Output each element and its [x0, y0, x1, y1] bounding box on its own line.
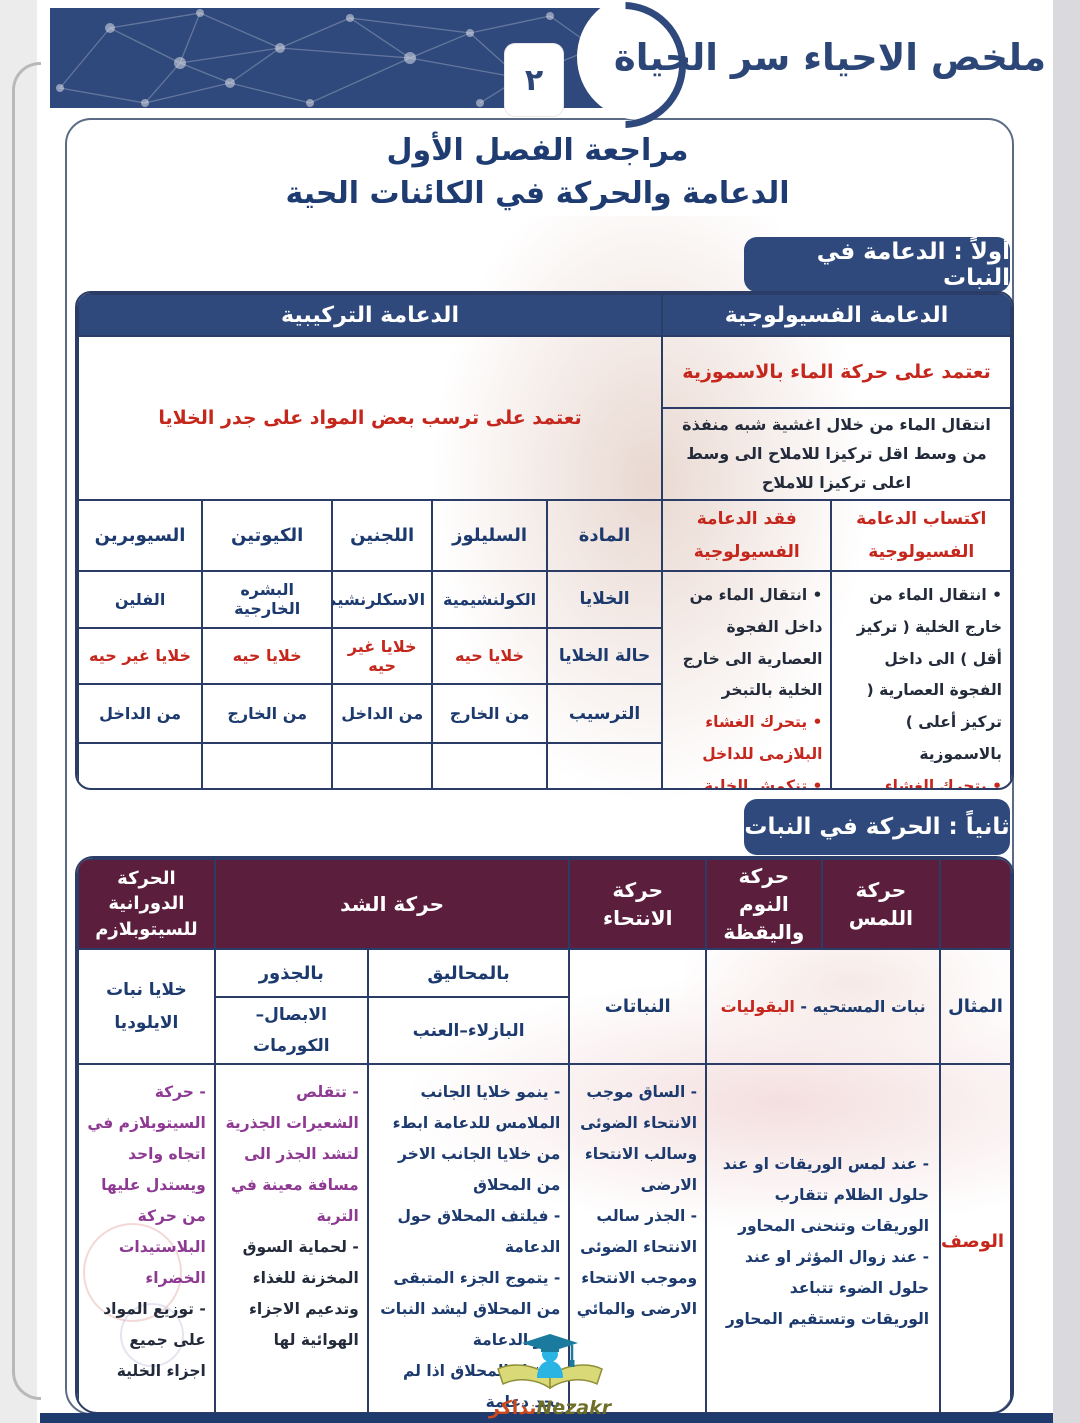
example-rotation: خلايا نبات الايلوديا — [77, 947, 216, 1066]
suberin-permeability: غير منفذ للماء — [77, 742, 204, 788]
suberin-state: خلايا غير حيه — [77, 626, 204, 686]
permeability-label: النفاذية — [546, 742, 664, 788]
loss-points: • انتقال الماء من داخل الفجوة العصارية ا… — [661, 569, 833, 790]
header-sleep-movement: حركة النوم واليقظة — [705, 858, 823, 950]
watermark-text: Nezakrنذاكر — [486, 1398, 614, 1418]
loss-point-1: • انتقال الماء من داخل الفجوة العصارية ا… — [682, 585, 823, 700]
col-structural-support: الدعامة التركيبية — [77, 293, 664, 337]
lignin-permeability: غير منفذ للماء — [331, 742, 434, 788]
review-title: مراجعة الفصل الأول الدعامة والحركة في ال… — [65, 130, 1010, 216]
material-suberin: السيوبرين — [77, 499, 204, 572]
cellulose-state: خلايا حيه — [431, 626, 549, 686]
description-roots: - تتقلص الشعيرات الجذرية لتشد الجذر الى … — [213, 1063, 369, 1412]
row-label-description: الوصف — [939, 1063, 1012, 1412]
cutin-cells: البشره الخارجية — [201, 569, 334, 629]
deposition-label: الترسيب — [546, 683, 664, 745]
gain-points: • انتقال الماء من خارج الخلية ( تركيز أق… — [830, 569, 1012, 790]
section1-banner: أولاً : الدعامة في النبات — [744, 237, 1010, 292]
nezakr-watermark: Nezakrنذاكر — [486, 1332, 614, 1418]
page-number-tab: ٢ — [505, 44, 563, 116]
cutin-deposition: من الخارج — [201, 683, 334, 745]
cutin-permeability: غير منفذ للماء — [201, 742, 334, 788]
subheader-tendrils: بالمحاليق — [366, 948, 571, 998]
graduation-cap-icon — [522, 1334, 578, 1352]
movement-table: حركة اللمس حركة النوم واليقظة حركة الانت… — [75, 856, 1014, 1414]
desc-roots-point-1: - تتقلص الشعيرات الجذرية لتشد الجذر الى … — [225, 1083, 359, 1226]
physio-intro-dark: انتقال الماء من خلال اغشية شبه منفذة من … — [661, 406, 1012, 502]
lignin-state: خلايا غير حيه — [331, 626, 434, 686]
lignin-cells: الاسكلرنشيمية — [331, 569, 434, 629]
gain-title: اكتساب الدعامة الفسيولوجية — [830, 499, 1012, 572]
header-tension-movement: حركة الشد — [213, 858, 571, 950]
cells-label: الخلايا — [546, 569, 664, 629]
description-touch-sleep: - عند لمس الوريقات او عند حلول الظلام تت… — [705, 1063, 942, 1412]
material-cutin: الكيوتين — [201, 499, 334, 572]
header-tropism-movement: حركة الانتحاء — [568, 858, 708, 950]
review-title-line1: مراجعة الفصل الأول — [386, 133, 689, 168]
desc-touch-point-2: - عند زوال المؤثر او عند حلول الضوء تتبا… — [725, 1247, 930, 1328]
example-touch-sleep-red: البقوليات — [720, 997, 795, 1017]
cellulose-cells: الكولنشيمية — [431, 569, 549, 629]
section2-banner: ثانياً : الحركة في النبات — [744, 799, 1010, 855]
desc-tropism-point-2: - الجذر سالب الانتحاء الضوئى وموجب الانت… — [576, 1207, 698, 1319]
structural-intro: تعتمد على ترسب بعض المواد على جدر الخلاي… — [77, 334, 664, 502]
example-touch-sleep-navy: نبات المستحيه - — [800, 997, 926, 1017]
example-roots: الابصال– الكورمات — [213, 995, 369, 1066]
graduate-book-logo-icon — [497, 1334, 603, 1390]
scan-right-margin — [1053, 0, 1080, 1423]
watermark-arabic: نذاكر — [488, 1397, 537, 1419]
loss-title: فقد الدعامة الفسيولوجية — [661, 499, 833, 572]
open-book-icon — [497, 1364, 551, 1390]
desc-rotation-point-1: - حركة السيتوبلازم في اتجاه واحد ويستدل … — [87, 1083, 206, 1288]
gain-point-2: • يتحرك الغشاء البلازمى للخارج — [884, 776, 1002, 790]
cutin-state: خلايا حيه — [201, 626, 334, 686]
example-tendrils: البازلاء–العنب — [366, 995, 571, 1066]
description-rotation: - حركة السيتوبلازم في اتجاه واحد ويستدل … — [77, 1063, 216, 1412]
state-label: حالة الخلايا — [546, 626, 664, 686]
document-title: ملخص الاحياء سر الحياة — [613, 36, 1046, 79]
watermark-latin: Nezakr — [536, 1397, 612, 1419]
header-cytoplasm-rotation: الحركة الدورانية للسيتوبلازم — [77, 858, 216, 950]
loss-point-3: • تنكمش الخلية — [703, 776, 823, 790]
loss-point-2: • يتحرك الغشاء البلازمى للداخل — [702, 713, 823, 763]
material-lignin: اللجنين — [331, 499, 434, 572]
subheader-roots: بالجذور — [213, 948, 369, 998]
scan-left-margin — [0, 0, 37, 1423]
desc-touch-point-1: - عند لمس الوريقات او عند حلول الظلام تت… — [722, 1154, 930, 1235]
physio-intro-red: تعتمد على حركة الماء بالاسموزية — [661, 335, 1012, 409]
desc-rotation-point-2: - توزيع المواد على جميع اجزاء الخلية — [103, 1300, 206, 1381]
suberin-cells: الفلين — [77, 569, 204, 629]
header-row-label-col — [939, 858, 1012, 950]
col-physiological-support: الدعامة الفسيولوجية — [661, 293, 1012, 337]
cellulose-permeability: منفذ للماء — [431, 742, 549, 788]
row-label-example: المثال — [939, 947, 1012, 1066]
desc-tendrils-point-1: - ينمو خلايا الجانب الملامس للدعامة ابطء… — [392, 1083, 561, 1195]
page-edge-line — [12, 62, 41, 1400]
desc-roots-point-2: - لحماية السوق المخزنة للغذاء وتدعيم الا… — [242, 1238, 359, 1350]
lignin-deposition: من الداخل — [331, 683, 434, 745]
header-touch-movement: حركة اللمس — [820, 858, 942, 950]
gain-point-1: • انتقال الماء من خارج الخلية ( تركيز أق… — [856, 585, 1002, 763]
bottom-navy-strip — [40, 1413, 1080, 1423]
material-label: المادة — [546, 499, 664, 572]
page-number: ٢ — [524, 62, 544, 98]
example-tropism: النباتات — [568, 947, 708, 1066]
support-table: الدعامة الفسيولوجية الدعامة التركيبية تع… — [75, 291, 1014, 790]
review-title-line2: الدعامة والحركة في الكائنات الحية — [285, 176, 790, 211]
material-cellulose: السليلوز — [431, 499, 549, 572]
cellulose-deposition: من الخارج — [431, 683, 549, 745]
suberin-deposition: من الداخل — [77, 683, 204, 745]
example-touch-sleep: نبات المستحيه - البقوليات — [705, 947, 942, 1066]
desc-tropism-point-1: - الساق موجب الانتحاء الضوئى وسالب الانت… — [580, 1083, 698, 1195]
desc-tendrils-point-2: - فيلتف المحلاق حول الدعامة — [397, 1207, 561, 1257]
